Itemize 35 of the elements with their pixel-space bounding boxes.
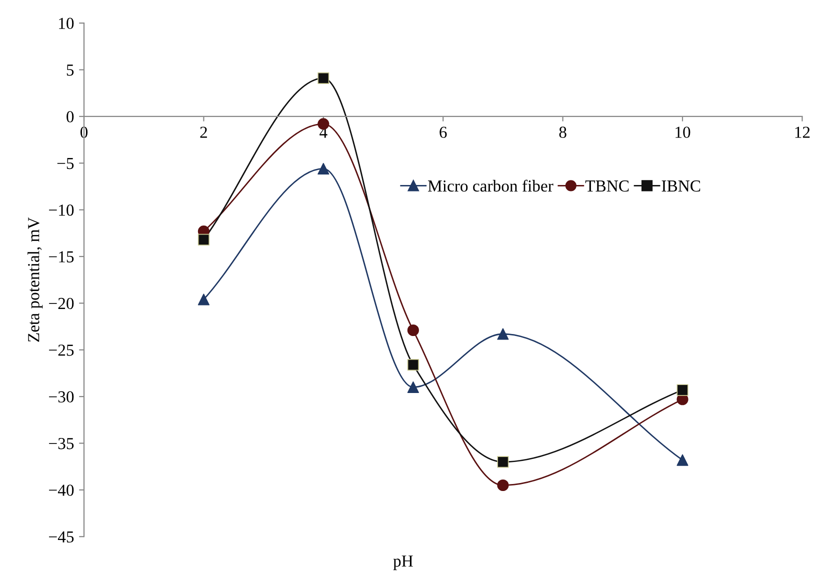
y-tick-label: −5 <box>57 158 74 170</box>
legend-label: TBNC <box>585 180 629 192</box>
legend-label: Micro carbon fiber <box>428 180 554 192</box>
point <box>318 162 330 175</box>
point <box>497 479 509 492</box>
y-axis-title: Zeta potential, mV <box>28 217 43 342</box>
point <box>407 324 419 336</box>
point <box>497 456 509 468</box>
y-tick-label: −25 <box>49 344 74 356</box>
point <box>318 72 330 84</box>
y-tick-label: −10 <box>49 204 74 216</box>
y-tick-label: −30 <box>49 391 74 403</box>
x-tick-label: 10 <box>676 126 690 138</box>
y-tick-label: 0 <box>66 111 74 122</box>
y-tick-label: −35 <box>49 438 74 450</box>
x-axis-title: pH <box>393 556 413 570</box>
x-tick-label: 6 <box>440 126 447 138</box>
x-tick-label: 12 <box>795 126 810 138</box>
y-tick-label: −40 <box>49 484 74 496</box>
x-tick-label: 8 <box>559 126 566 138</box>
point <box>407 381 419 394</box>
point <box>198 234 210 246</box>
y-tick-label: 10 <box>59 18 74 30</box>
y-tick-label: 5 <box>66 64 74 76</box>
point <box>497 328 509 340</box>
y-tick-label: −45 <box>49 531 74 543</box>
point <box>676 454 688 466</box>
x-tick-label: 2 <box>200 126 207 138</box>
point <box>407 359 419 371</box>
y-tick-label: −15 <box>49 251 74 262</box>
point <box>318 118 330 130</box>
point <box>198 294 210 306</box>
point <box>676 384 688 396</box>
legend-label: IBNC <box>662 180 700 192</box>
y-tick-label: −20 <box>49 298 74 310</box>
